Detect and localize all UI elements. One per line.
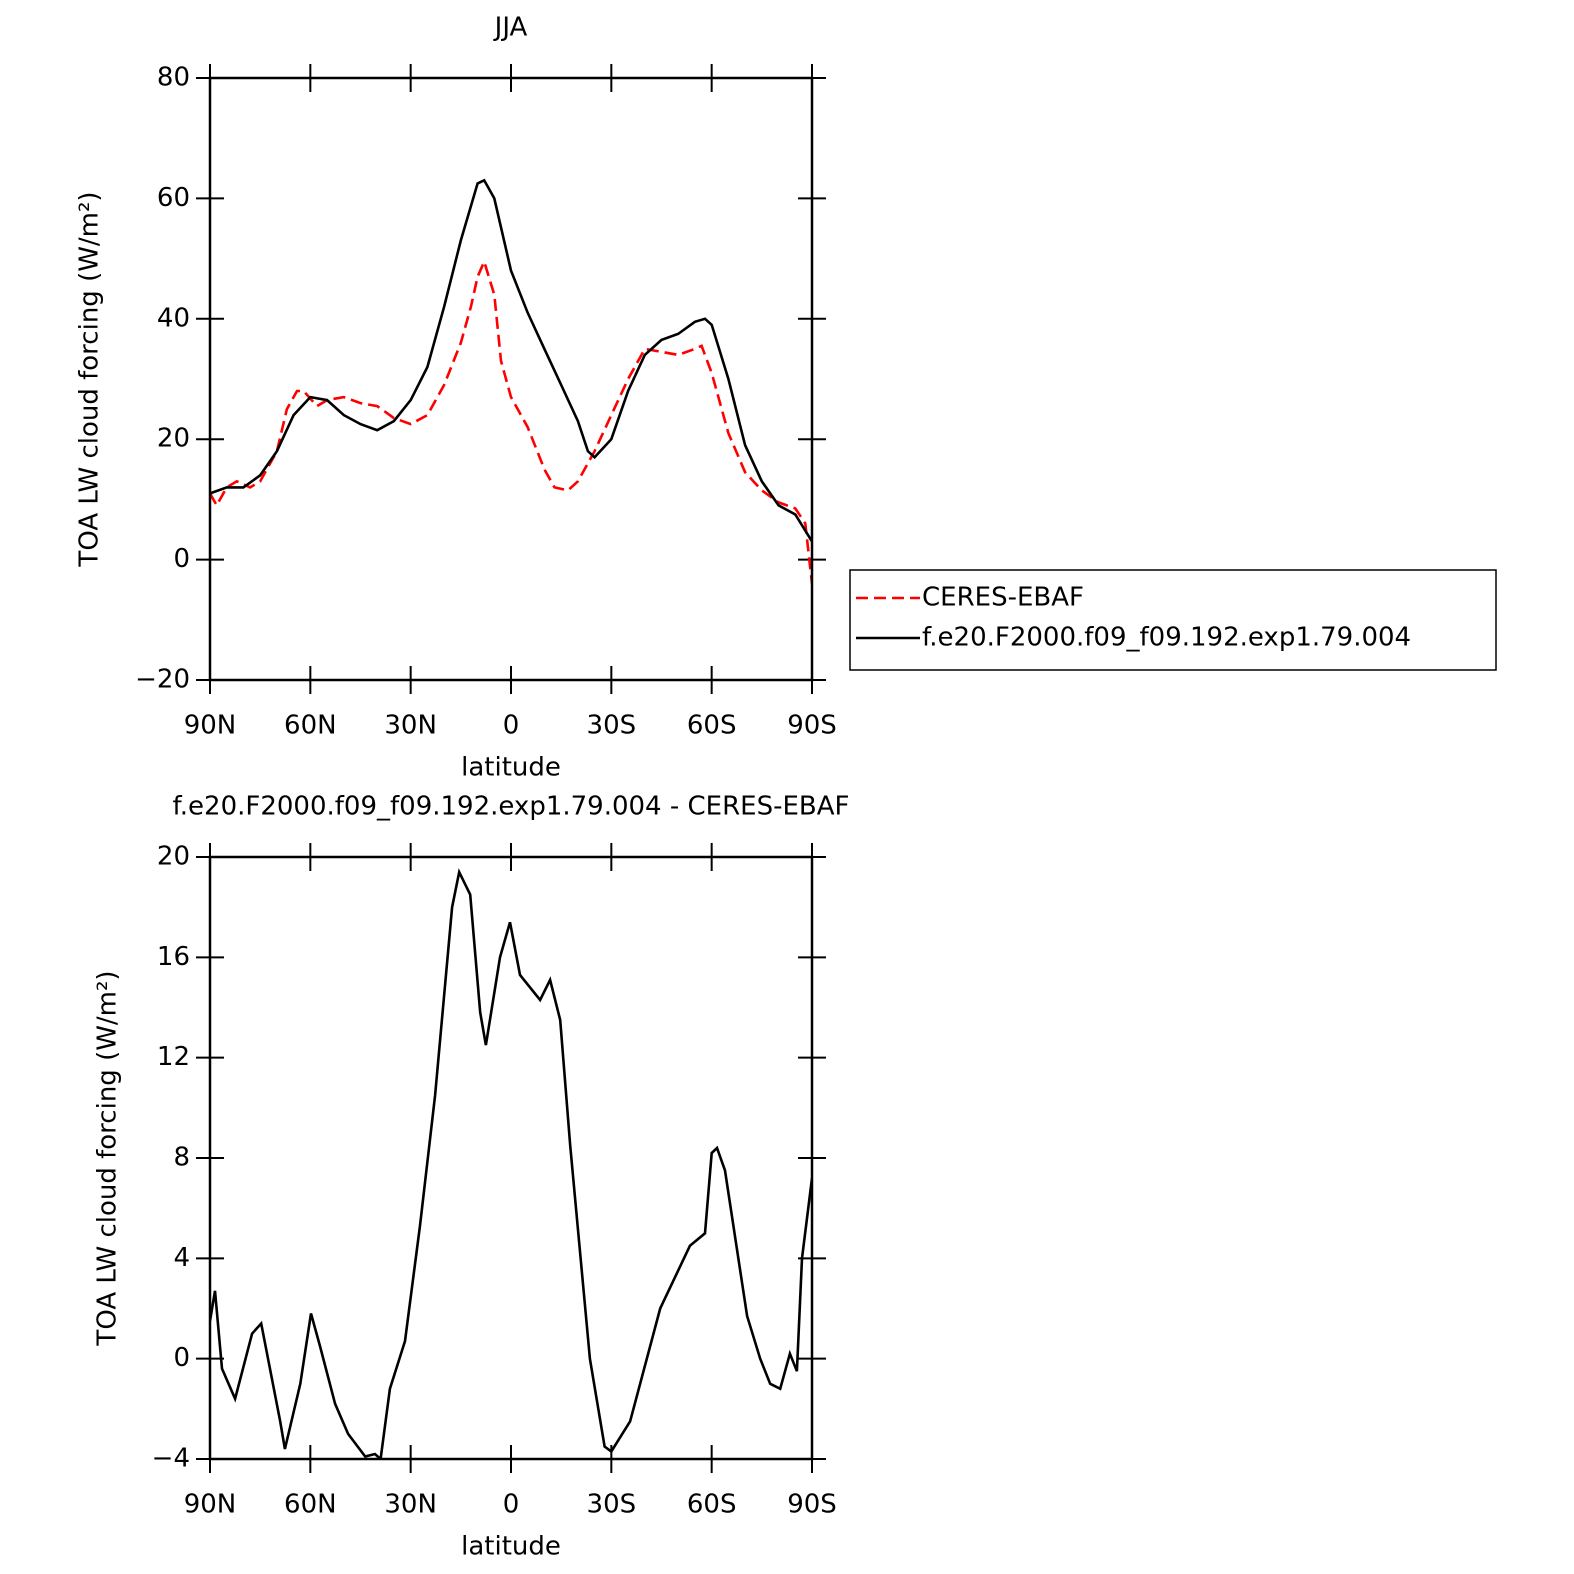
y-tick-label: 80 bbox=[157, 63, 190, 93]
x-tick-label: 90N bbox=[184, 711, 237, 741]
legend-label: CERES-EBAF bbox=[922, 583, 1084, 613]
plot-frame bbox=[208, 76, 814, 682]
x-tick-label: 30S bbox=[587, 1490, 637, 1520]
x-tick-label: 30N bbox=[384, 1490, 437, 1520]
data-line bbox=[210, 868, 812, 1459]
legend-label: f.e20.F2000.f09_f09.192.exp1.79.004 bbox=[922, 623, 1411, 653]
y-tick-label: −4 bbox=[152, 1444, 190, 1474]
y-tick-label: 0 bbox=[173, 544, 190, 574]
y-tick-label: 8 bbox=[173, 1143, 190, 1173]
y-tick-label: 12 bbox=[157, 1042, 190, 1072]
x-tick-label: 30N bbox=[384, 711, 437, 741]
x-tick-label: 60S bbox=[687, 1490, 737, 1520]
y-tick-label: 20 bbox=[157, 424, 190, 454]
x-tick-label: 60S bbox=[687, 711, 737, 741]
x-tick-label: 60N bbox=[284, 711, 337, 741]
y-tick-label: 40 bbox=[157, 303, 190, 333]
y-tick-label: 60 bbox=[157, 183, 190, 213]
data-line bbox=[210, 257, 812, 584]
y-tick-label: −20 bbox=[135, 665, 190, 695]
x-tick-label: 90S bbox=[787, 711, 837, 741]
x-tick-label: 90N bbox=[184, 1490, 237, 1520]
y-tick-label: 0 bbox=[173, 1343, 190, 1373]
y-tick-label: 4 bbox=[173, 1243, 190, 1273]
chart-title: f.e20.F2000.f09_f09.192.exp1.79.004 - CE… bbox=[173, 792, 850, 822]
x-tick-label: 0 bbox=[503, 1490, 520, 1520]
y-tick-label: 20 bbox=[157, 842, 190, 872]
y-axis-label: TOA LW cloud forcing (W/m²) bbox=[93, 970, 123, 1346]
y-axis-label: TOA LW cloud forcing (W/m²) bbox=[75, 191, 105, 567]
x-tick-label: 30S bbox=[587, 711, 637, 741]
legend-box bbox=[849, 569, 1497, 671]
x-tick-label: 0 bbox=[503, 711, 520, 741]
y-tick-label: 16 bbox=[157, 942, 190, 972]
x-tick-label: 60N bbox=[284, 1490, 337, 1520]
x-tick-label: 90S bbox=[787, 1490, 837, 1520]
x-axis-label: latitude bbox=[461, 753, 561, 783]
chart-title: JJA bbox=[493, 13, 528, 43]
plot-frame bbox=[208, 855, 814, 1461]
x-axis-label: latitude bbox=[461, 1532, 561, 1562]
data-line bbox=[210, 178, 812, 543]
